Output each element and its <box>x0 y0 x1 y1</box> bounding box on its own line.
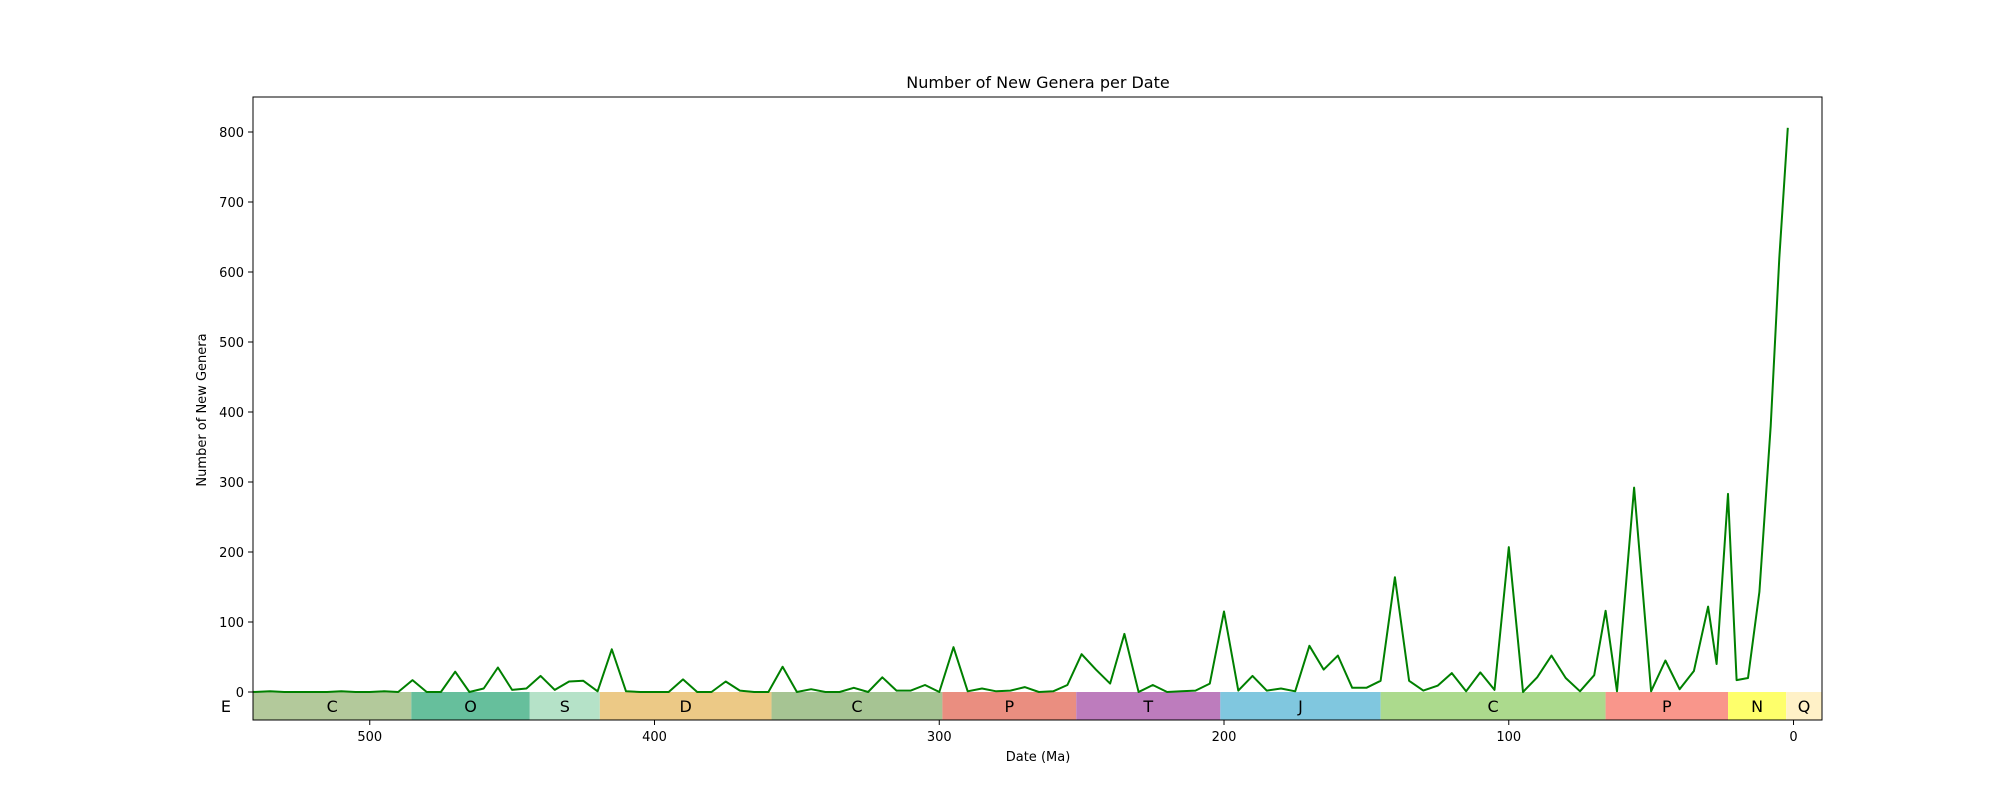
y-tick-label: 500 <box>219 336 244 351</box>
period-band <box>942 692 1077 720</box>
period-label: D <box>680 697 692 716</box>
x-tick-label: 200 <box>1212 730 1237 745</box>
period-label: P <box>1004 697 1014 716</box>
period-label: O <box>464 697 477 716</box>
period-band <box>599 692 772 720</box>
y-axis-ticks: 0 100 200 300 400 500 600 700 800 <box>219 126 253 701</box>
period-band <box>1605 692 1729 720</box>
plot-line-group <box>252 127 1789 693</box>
period-label: E <box>221 697 231 716</box>
y-tick-label: 800 <box>219 126 244 141</box>
period-band <box>529 692 600 720</box>
period-band <box>771 692 943 720</box>
x-axis-ticks: 500 400 300 200 100 0 <box>357 720 1798 745</box>
y-tick-label: 600 <box>219 266 244 281</box>
period-label: S <box>560 697 570 716</box>
chart-title: Number of New Genera per Date <box>906 73 1169 92</box>
y-tick-label: 0 <box>236 686 244 701</box>
x-tick-label: 400 <box>642 730 667 745</box>
x-tick-label: 300 <box>927 730 952 745</box>
x-tick-label: 500 <box>357 730 382 745</box>
period-label: Q <box>1798 697 1811 716</box>
y-tick-label: 700 <box>219 196 244 211</box>
y-tick-label: 200 <box>219 546 244 561</box>
plot-frame <box>252 96 1823 721</box>
period-band <box>1786 692 1822 720</box>
series-line <box>252 127 1789 693</box>
period-band <box>411 692 530 720</box>
period-label: T <box>1142 697 1153 716</box>
period-label: C <box>1488 697 1499 716</box>
period-label: N <box>1751 697 1763 716</box>
period-label: J <box>1297 697 1303 716</box>
y-tick-label: 300 <box>219 476 244 491</box>
y-tick-label: 400 <box>219 406 244 421</box>
x-tick-label: 100 <box>1496 730 1521 745</box>
x-axis-label: Date (Ma) <box>1006 750 1071 765</box>
period-band <box>1076 692 1221 720</box>
period-band <box>253 692 412 720</box>
period-label: C <box>327 697 338 716</box>
y-axis-label: Number of New Genera <box>195 333 210 486</box>
period-label: C <box>851 697 862 716</box>
period-band <box>1220 692 1381 720</box>
period-band <box>1380 692 1606 720</box>
x-tick-label: 0 <box>1789 730 1797 745</box>
period-band <box>1728 692 1787 720</box>
y-tick-label: 100 <box>219 616 244 631</box>
period-label: P <box>1662 697 1672 716</box>
